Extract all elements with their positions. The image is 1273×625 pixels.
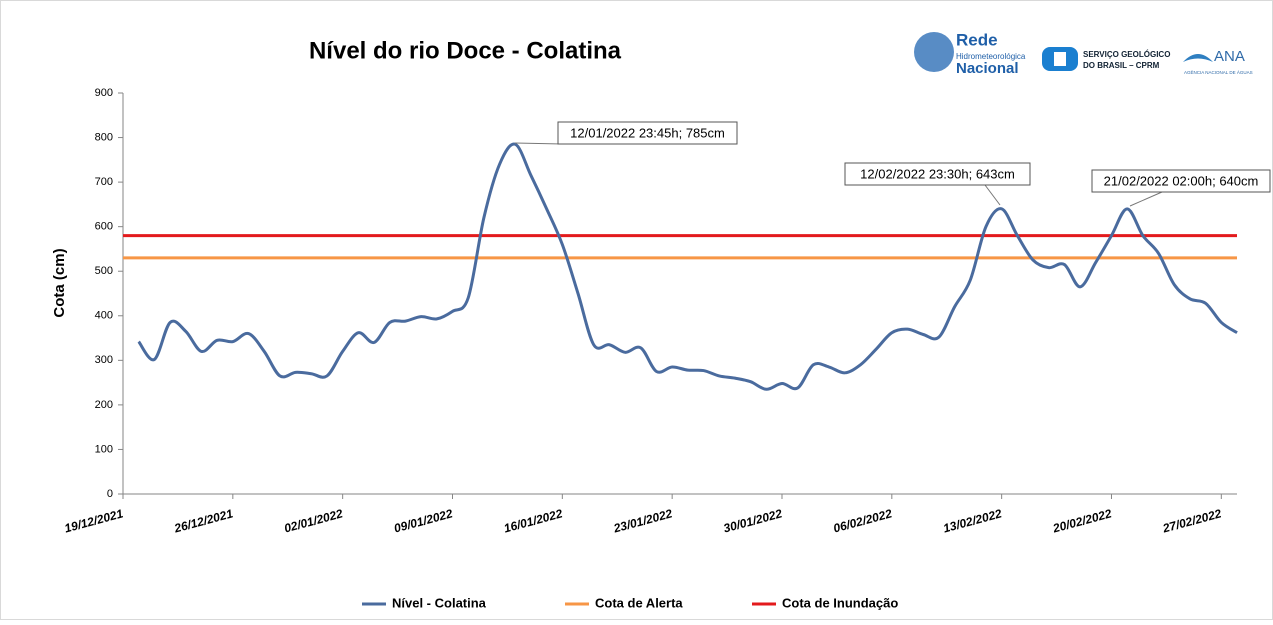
annotation-box [557, 121, 738, 145]
cprm-logo-text: SERVIÇO GEOLÓGICO [1083, 50, 1170, 59]
y-tick-label: 600 [95, 221, 113, 233]
rede-logo-text: Nacional [956, 60, 1019, 77]
y-tick-label: 0 [107, 488, 113, 500]
annotation: 12/02/2022 23:30h; 643cm [860, 166, 1015, 181]
y-axis-label: Cota (cm) [51, 248, 68, 317]
annotation-leader [984, 184, 1001, 206]
annotation: 12/01/2022 23:45h; 785cm [570, 125, 725, 140]
y-tick-label: 400 [95, 310, 113, 322]
annotation-leader [514, 142, 563, 145]
y-tick-label: 200 [95, 399, 113, 411]
cprm-logo-text: DO BRASIL – CPRM [1083, 61, 1160, 70]
legend-label: Cota de Alerta [595, 595, 683, 610]
logos: Rede Hidrometeorológica Nacional SERVIÇO… [914, 30, 1253, 77]
rede-logo-text: Rede [956, 30, 998, 49]
y-tick-label: 100 [95, 443, 113, 455]
cprm-logo-icon [1054, 52, 1066, 66]
rede-logo-icon [914, 32, 954, 72]
rede-logo-text: Hidrometeorológica [956, 52, 1026, 61]
y-tick-label: 800 [95, 131, 113, 143]
annotation-box [844, 162, 1031, 186]
ana-logo-icon [1183, 54, 1213, 62]
data-line [137, 142, 1238, 391]
annotation-box [1091, 169, 1271, 193]
y-tick-label: 900 [95, 87, 113, 99]
ana-logo-text: AGÊNCIA NACIONAL DE ÁGUAS [1184, 68, 1253, 75]
y-tick-label: 300 [95, 354, 113, 366]
annotation: 21/02/2022 02:00h; 640cm [1104, 173, 1259, 188]
legend-label: Nível - Colatina [392, 595, 487, 610]
ana-logo-text: ANA [1214, 48, 1245, 65]
y-tick-label: 700 [95, 176, 113, 188]
chart-title: Nível do rio Doce - Colatina [309, 37, 622, 64]
annotation-leader [1129, 191, 1163, 207]
legend-label: Cota de Inundação [782, 595, 898, 610]
y-tick-label: 500 [95, 265, 113, 277]
